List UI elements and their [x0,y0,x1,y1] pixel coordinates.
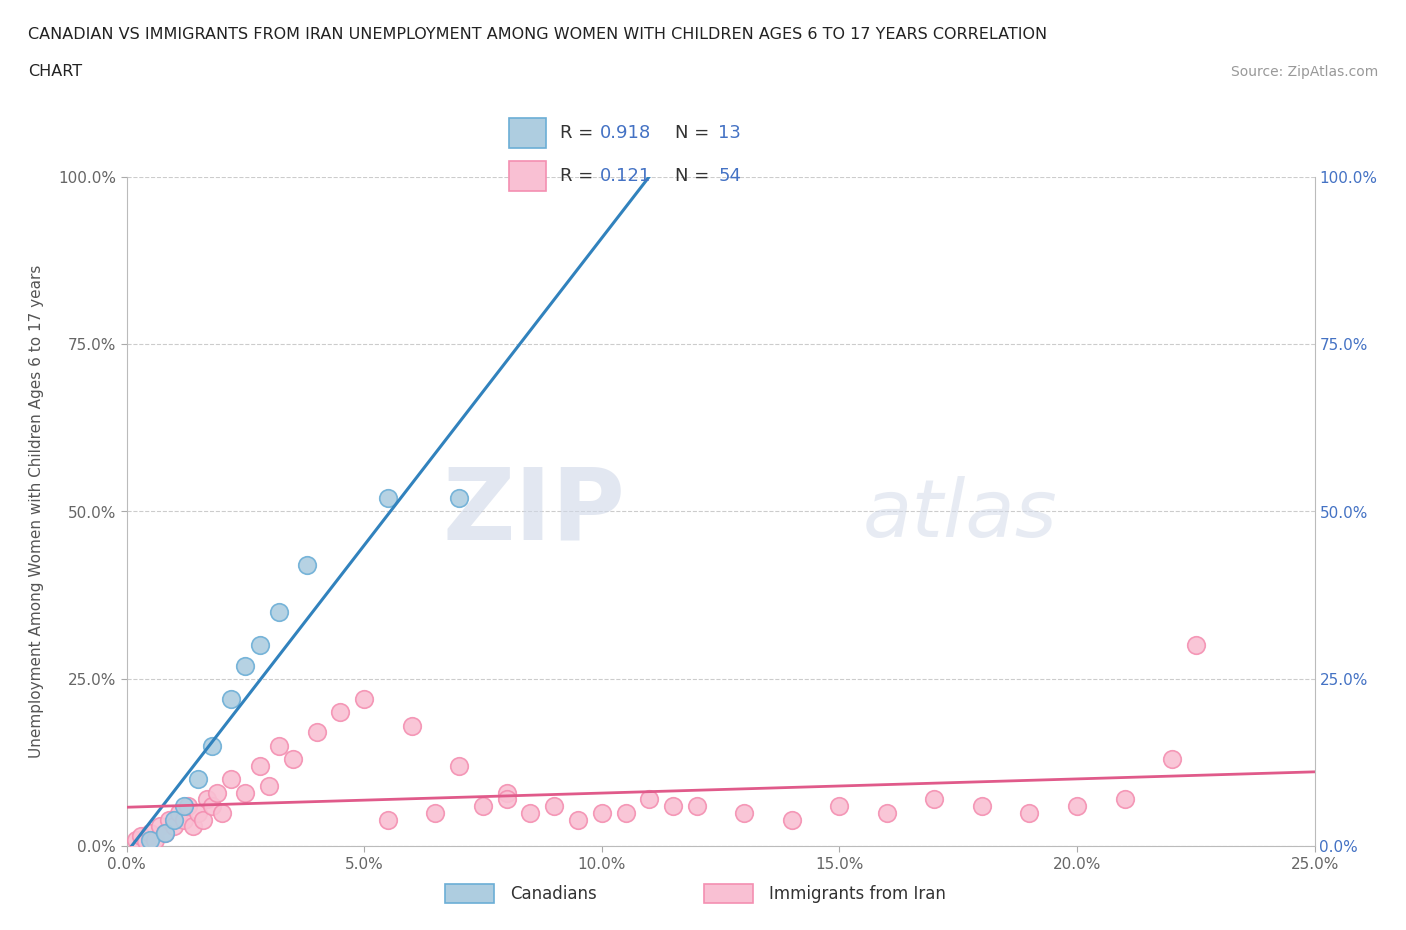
Point [267,604,290,619]
Point [295,558,318,573]
Point [249,638,271,653]
Point [157,812,180,827]
Point [924,792,946,807]
Text: R =: R = [560,166,599,185]
Point [1114,792,1136,807]
Text: CANADIAN VS IMMIGRANTS FROM IRAN UNEMPLOYMENT AMONG WOMEN WITH CHILDREN AGES 6 T: CANADIAN VS IMMIGRANTS FROM IRAN UNEMPLO… [28,27,1047,42]
Point [614,805,637,820]
Point [305,725,328,740]
Point [449,491,471,506]
Point [591,805,613,820]
Text: ZIP: ZIP [443,463,626,560]
Point [638,792,661,807]
Point [167,805,190,820]
Point [543,799,565,814]
Point [139,826,162,841]
Bar [446,884,494,903]
Point [219,692,242,707]
Point [519,805,541,820]
Point [1184,638,1206,653]
Point [876,805,898,820]
Point [187,772,209,787]
Text: Immigrants from Iran: Immigrants from Iran [769,884,946,902]
Point [163,818,186,833]
Point [201,738,224,753]
Point [472,799,495,814]
Text: CHART: CHART [28,64,82,79]
Point [205,785,228,800]
Point [181,818,204,833]
Point [733,805,755,820]
Point [686,799,709,814]
Point [267,738,290,753]
Point [191,812,214,827]
Point [219,772,242,787]
Point [257,778,280,793]
Point [329,705,352,720]
Text: 13: 13 [718,124,741,142]
Point [149,818,172,833]
Point [233,785,256,800]
Point [449,759,471,774]
Text: 54: 54 [718,166,741,185]
Point [211,805,233,820]
Text: R =: R = [560,124,599,142]
Point [173,799,195,814]
Point [125,832,148,847]
Point [195,792,218,807]
Y-axis label: Unemployment Among Women with Children Ages 6 to 17 years: Unemployment Among Women with Children A… [30,265,44,758]
Bar [704,884,752,903]
Point [1161,751,1184,766]
Point [495,792,517,807]
Point [970,799,993,814]
Point [377,812,399,827]
Point [163,812,186,827]
Point [567,812,589,827]
Point [233,658,256,673]
Point [249,759,271,774]
Point [177,799,200,814]
Text: 0.121: 0.121 [600,166,651,185]
Point [129,829,152,844]
Text: atlas: atlas [863,476,1057,554]
Point [401,718,423,733]
Bar [509,118,547,148]
Point [139,832,162,847]
Point [201,799,224,814]
Point [377,491,399,506]
Point [662,799,685,814]
Point [187,805,209,820]
Point [173,812,195,827]
Point [495,785,517,800]
Point [153,826,176,841]
Text: Source: ZipAtlas.com: Source: ZipAtlas.com [1230,65,1378,79]
Point [153,826,176,841]
Text: N =: N = [675,166,714,185]
Point [828,799,851,814]
Text: N =: N = [675,124,714,142]
Point [780,812,803,827]
Text: 0.918: 0.918 [600,124,651,142]
Point [143,832,166,847]
Point [135,833,157,848]
Point [1066,799,1088,814]
Point [425,805,447,820]
Point [353,692,375,707]
Text: Canadians: Canadians [510,884,596,902]
Point [1018,805,1040,820]
Bar [509,161,547,191]
Point [281,751,304,766]
